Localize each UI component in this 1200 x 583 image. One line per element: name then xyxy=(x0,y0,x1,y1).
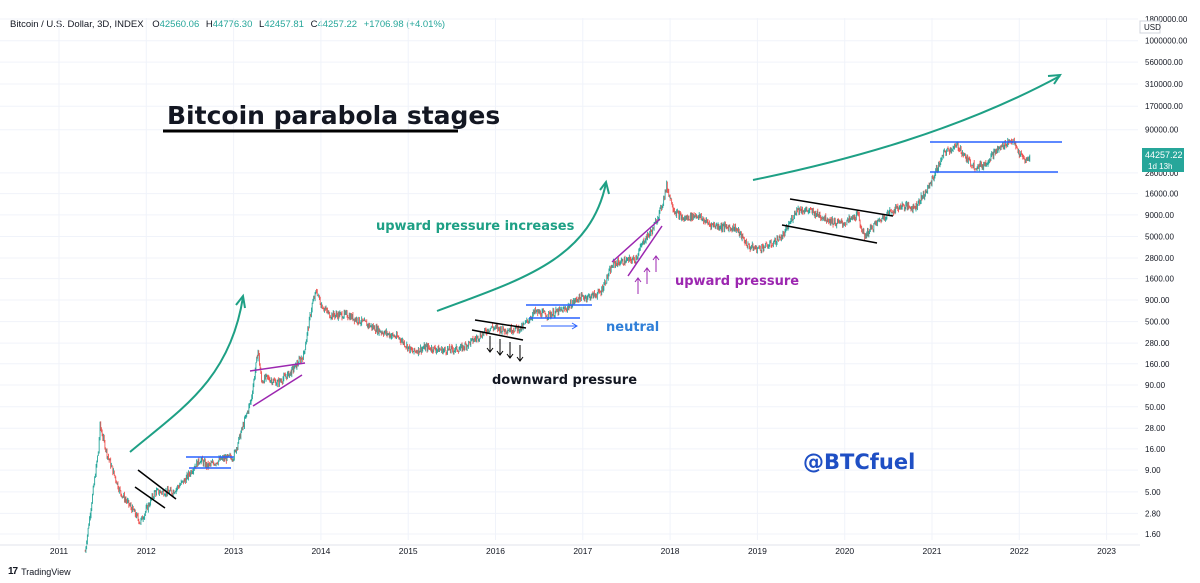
y-tick-label: 28.00 xyxy=(1145,424,1166,433)
channel-line xyxy=(611,218,661,263)
price-series xyxy=(84,137,1031,553)
channel-line xyxy=(789,198,894,217)
y-tick-label: 28000.00 xyxy=(1145,169,1179,178)
y-tick-label: 16000.00 xyxy=(1145,190,1179,199)
open-value: 42560.06 xyxy=(159,19,200,30)
arrowhead-2019 xyxy=(1047,73,1062,85)
x-tick-label: 2018 xyxy=(661,546,680,556)
trend-arrow-2012 xyxy=(129,296,244,453)
y-tick-label: 1600.00 xyxy=(1145,275,1174,284)
annotation-handle: @BTCfuel xyxy=(803,450,915,474)
x-tick-label: 2020 xyxy=(835,546,854,556)
x-tick-label: 2015 xyxy=(399,546,418,556)
channel-line xyxy=(134,486,166,509)
price-badge: 44257.22 1d 13h xyxy=(1142,148,1184,172)
brand-label: TradingView xyxy=(21,566,71,577)
x-tick-label: 2016 xyxy=(486,546,505,556)
y-tick-label: 2800.00 xyxy=(1145,254,1174,263)
triangle-line xyxy=(249,362,306,372)
y-tick-label: 170000.00 xyxy=(1145,102,1183,111)
channel-line xyxy=(474,319,527,329)
y-tick-label: 9000.00 xyxy=(1145,211,1174,220)
y-tick-label: 900.00 xyxy=(1145,296,1170,305)
x-tick-label: 2021 xyxy=(923,546,942,556)
y-tick-label: 280.00 xyxy=(1145,339,1170,348)
y-tick-label: 16.00 xyxy=(1145,445,1166,454)
neutral-arrow xyxy=(541,322,578,330)
x-tick-label: 2012 xyxy=(137,546,156,556)
y-tick-label: 1.60 xyxy=(1145,530,1161,539)
y-tick-label: 50.00 xyxy=(1145,403,1166,412)
y-tick-label: 2.80 xyxy=(1145,509,1161,518)
x-tick-label: 2011 xyxy=(50,546,69,556)
y-tick-label: 560000.00 xyxy=(1145,58,1183,67)
low-value: 42457.81 xyxy=(264,19,304,30)
x-tick-label: 2017 xyxy=(573,546,592,556)
x-tick-label: 2014 xyxy=(311,546,330,556)
price-axis[interactable]: 1800000.00 1000000.00 560000.00 310000.00 17… xyxy=(1145,15,1188,539)
upward-arrows xyxy=(634,255,660,294)
annotation-neutral: neutral xyxy=(606,320,659,335)
y-tick-label: 310000.00 xyxy=(1145,80,1183,89)
y-tick-label: 160.00 xyxy=(1145,360,1170,369)
drawing-annotations xyxy=(129,73,1062,509)
close-value: 44257.22 xyxy=(317,19,358,30)
x-tick-label: 2022 xyxy=(1010,546,1029,556)
annotation-upward-pressure: upward pressure xyxy=(675,274,799,289)
y-tick-label: 1000000.00 xyxy=(1145,37,1188,46)
arrowhead-2016 xyxy=(599,179,610,195)
low-label: L xyxy=(259,19,265,30)
y-tick-label: 90.00 xyxy=(1145,381,1166,390)
y-tick-label: 5.00 xyxy=(1145,488,1161,497)
x-tick-label: 2023 xyxy=(1097,546,1116,556)
open-label: O xyxy=(152,19,160,30)
time-axis[interactable]: 2011 2012 2013 2014 2015 2016 2017 2018 2019 2020… xyxy=(50,546,1116,556)
y-tick-label: 9.00 xyxy=(1145,466,1161,475)
grid xyxy=(0,18,1138,540)
annotation-downward-pressure: downward pressure xyxy=(492,373,637,388)
y-tick-label: 90000.00 xyxy=(1145,126,1179,135)
channel-line xyxy=(471,329,524,341)
channel-line xyxy=(137,469,177,500)
high-label: H xyxy=(205,19,213,30)
x-tick-label: 2013 xyxy=(224,546,243,556)
trend-arrow-2019 xyxy=(752,75,1061,181)
downward-arrows xyxy=(486,336,524,362)
y-tick-label: 5000.00 xyxy=(1145,233,1174,242)
annotation-upward-pressure-increases: upward pressure increases xyxy=(376,219,575,234)
arrowhead-2012 xyxy=(235,293,246,309)
channel-line xyxy=(627,225,663,277)
y-tick-label: 500.00 xyxy=(1145,318,1170,327)
high-value: 44776.30 xyxy=(212,19,253,30)
tradingview-logo-icon: 17 xyxy=(8,566,18,577)
price-badge-value: 44257.22 xyxy=(1145,150,1183,160)
channel-line xyxy=(781,224,878,244)
x-tick-label: 2019 xyxy=(748,546,767,556)
trend-arrow-2016 xyxy=(436,182,607,312)
change-value: +1706.98 (+4.01%) xyxy=(363,19,446,30)
y-tick-label: 1800000.00 xyxy=(1145,15,1188,24)
chart-title: Bitcoin parabola stages xyxy=(167,101,500,130)
close-label: C xyxy=(310,19,318,30)
triangle-line xyxy=(252,374,303,407)
currency-box xyxy=(1139,20,1161,34)
symbol-header: Bitcoin / U.S. Dollar, 3D, INDEX O42560.… xyxy=(10,19,445,30)
symbol-label: Bitcoin / U.S. Dollar, 3D, INDEX xyxy=(10,19,144,30)
currency-label: USD xyxy=(1144,23,1161,32)
tradingview-brand[interactable]: 17 TradingView xyxy=(8,566,71,577)
price-badge-countdown: 1d 13h xyxy=(1148,162,1172,171)
